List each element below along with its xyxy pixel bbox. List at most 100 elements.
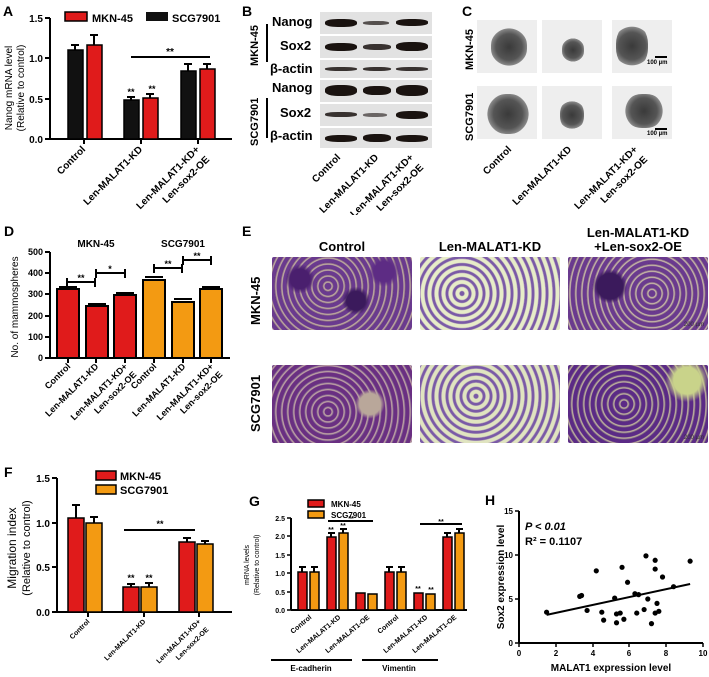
panel-label-c: C bbox=[462, 3, 473, 19]
sphere-image-scg-control bbox=[477, 86, 537, 139]
ylabel-d: No. of mammospheres bbox=[10, 256, 21, 357]
svg-text:400: 400 bbox=[28, 268, 43, 278]
group-title-d-scg: SCG7901 bbox=[161, 239, 205, 250]
blot-row-sox2-1: Sox2 bbox=[280, 38, 312, 53]
panel-label-f: F bbox=[4, 464, 13, 480]
svg-text:**: ** bbox=[340, 523, 346, 530]
scatter-point bbox=[624, 579, 631, 585]
svg-text:0.0: 0.0 bbox=[275, 608, 285, 615]
scale-bar-label-e2: 200 µm bbox=[683, 435, 704, 441]
blot-strip-sox2-1 bbox=[320, 36, 432, 58]
e-col-label-kd: Len-MALAT1-KD bbox=[438, 239, 542, 254]
sphere-image-mkn-kd bbox=[542, 20, 602, 73]
migration-image-mkn-control bbox=[272, 257, 412, 330]
scatter-point bbox=[617, 610, 623, 616]
svg-text:15: 15 bbox=[504, 507, 513, 516]
svg-text:**: ** bbox=[77, 273, 85, 283]
scatter-point bbox=[601, 617, 607, 623]
svg-text:0.5: 0.5 bbox=[36, 563, 50, 574]
scatter-point bbox=[621, 616, 627, 622]
scatter-point bbox=[636, 592, 642, 598]
scatter-point bbox=[659, 574, 666, 580]
scatter-point bbox=[634, 610, 640, 616]
blot-strip-nanog-1 bbox=[320, 12, 432, 34]
svg-text:0.5: 0.5 bbox=[275, 590, 285, 597]
xlabel-a-kd: Len-MALAT1-KD bbox=[82, 144, 145, 207]
e-col-label-kdoe-1: Len-MALAT1-KD bbox=[586, 225, 690, 240]
legend-swatch-f-mkn bbox=[95, 470, 117, 481]
scatter-point bbox=[544, 609, 550, 615]
e-row-label-scg: SCG7901 bbox=[248, 374, 263, 432]
group-label-g-vim: Vimentin bbox=[382, 664, 416, 673]
blot-bracket-scg bbox=[266, 98, 268, 138]
scatter-point bbox=[643, 553, 649, 559]
regression-line bbox=[546, 583, 691, 616]
ylabel-f-1: Migration index bbox=[5, 507, 19, 588]
scatter-point bbox=[613, 620, 620, 626]
ylabel-a-1: Nanog mRNA level bbox=[4, 46, 15, 130]
ytick-a-0: 0.0 bbox=[29, 135, 43, 146]
scatter-points bbox=[544, 553, 693, 627]
legend-swatch-f-scg bbox=[95, 484, 117, 495]
svg-text:Len-MALAT1-KD: Len-MALAT1-KD bbox=[104, 618, 148, 662]
ylabel-h: Sox2 expression level bbox=[496, 525, 507, 630]
svg-text:1.0: 1.0 bbox=[36, 519, 50, 530]
panel-d: D 0 100 200 300 400 500 bbox=[0, 215, 240, 460]
panel-label-b: B bbox=[242, 3, 253, 19]
svg-text:**: ** bbox=[127, 573, 135, 583]
svg-text:Control: Control bbox=[377, 614, 401, 635]
scatter-point bbox=[648, 621, 655, 627]
svg-text:0: 0 bbox=[38, 353, 43, 363]
panel-label-d: D bbox=[4, 223, 15, 239]
svg-text:**: ** bbox=[145, 573, 153, 583]
blot-row-nanog-1: Nanog bbox=[272, 14, 313, 29]
panel-h: H 0 5 10 15 0 2 4 6 8 10 MALAT1 expressi… bbox=[470, 460, 709, 677]
svg-text:Control: Control bbox=[481, 144, 514, 177]
scatter-point bbox=[652, 566, 658, 572]
scale-bar-label-e1: 200 µm bbox=[683, 322, 704, 328]
svg-text:2.0: 2.0 bbox=[275, 534, 285, 541]
svg-text:1.0: 1.0 bbox=[275, 571, 285, 578]
xlabel-a-control: Control bbox=[55, 144, 88, 177]
chart-g: 0.0 0.5 1.0 1.5 2.0 2.5 ** bbox=[244, 499, 467, 673]
chart-h: 0 5 10 15 0 2 4 6 8 10 MALAT1 expression… bbox=[496, 507, 708, 674]
migration-image-scg-control bbox=[272, 365, 412, 443]
panel-a: A 0.0 0.5 1.0 1.5 bbox=[0, 0, 240, 215]
scatter-point bbox=[641, 606, 647, 613]
scale-bar-label-c2: 100 µm bbox=[647, 131, 668, 137]
legend-label-scg: SCG7901 bbox=[172, 13, 220, 25]
sig-a-kd-black: ** bbox=[127, 87, 135, 97]
sphere-image-scg-kdoe: 100 µm bbox=[612, 86, 672, 139]
legend-label-mkn: MKN-45 bbox=[92, 13, 133, 25]
svg-text:4: 4 bbox=[591, 649, 596, 658]
svg-text:**: ** bbox=[438, 519, 444, 526]
blot-column-labels: Control Len-MALAT1-KD Len-MALAT1-KD+ Len… bbox=[310, 152, 426, 215]
svg-text:10: 10 bbox=[699, 649, 708, 658]
svg-text:6: 6 bbox=[627, 649, 632, 658]
legend-label-f-mkn: MKN-45 bbox=[120, 471, 161, 483]
legend-swatch-scg bbox=[146, 12, 168, 21]
ylabel-f-2: (Relative to control) bbox=[21, 500, 33, 595]
sphere-image-scg-kd bbox=[542, 86, 602, 139]
blot-strip-actin-2 bbox=[320, 128, 432, 148]
svg-text:500: 500 bbox=[28, 247, 43, 257]
scatter-point bbox=[654, 600, 660, 606]
ytick-a-3: 1.5 bbox=[29, 14, 43, 25]
migration-image-scg-kdoe: 200 µm bbox=[568, 365, 708, 443]
svg-text:**: ** bbox=[193, 251, 201, 261]
xlabel-h: MALAT1 expression level bbox=[551, 663, 672, 674]
e-col-label-kdoe-2: +Len-sox2-OE bbox=[594, 239, 682, 254]
svg-text:**: ** bbox=[156, 519, 164, 529]
e-row-label-mkn: MKN-45 bbox=[248, 276, 263, 325]
ylabel-a-2: (Relative to control) bbox=[16, 45, 27, 132]
scatter-point bbox=[584, 607, 590, 614]
svg-text:10: 10 bbox=[504, 551, 513, 560]
chart-d: 0 100 200 300 400 500 ** bbox=[10, 239, 230, 422]
legend-swatch-g-scg bbox=[307, 510, 325, 519]
panel-f: F 0.0 0.5 1.0 1.5 bbox=[0, 460, 240, 677]
sig-a-bar: ** bbox=[166, 47, 174, 58]
scale-bar-label-c1: 100 µm bbox=[647, 60, 668, 66]
svg-text:8: 8 bbox=[664, 649, 669, 658]
panel-c: C MKN-45 SCG7901 100 µm 100 µm Control L… bbox=[460, 0, 709, 215]
svg-text:1.5: 1.5 bbox=[36, 474, 50, 485]
